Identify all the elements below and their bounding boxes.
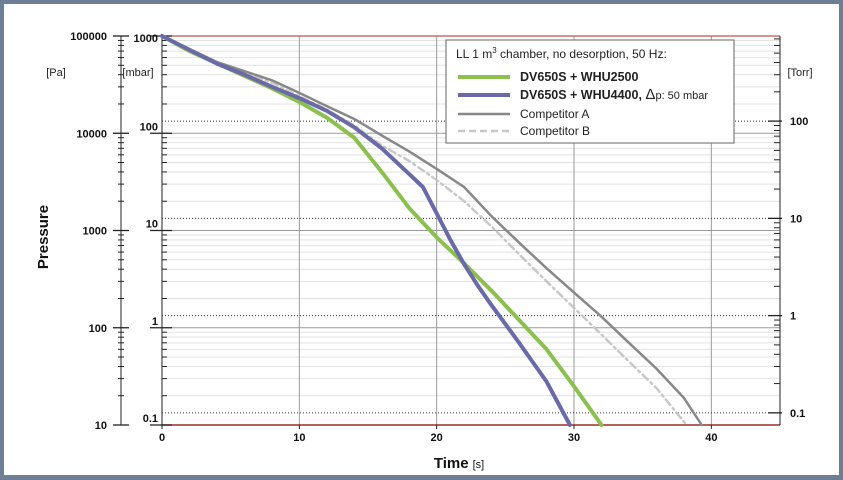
- legend-title-sup: 3: [492, 46, 497, 55]
- y-axis-title: Pressure: [35, 205, 52, 269]
- x-tick-label: 20: [431, 432, 443, 444]
- legend-label-series-2: DV650S + WHU4400, Δp: 50 mbar: [520, 86, 708, 103]
- legend-title-pre: LL 1 m: [456, 47, 492, 61]
- legend-label-series-3: Competitor A: [520, 107, 589, 121]
- pa-tick-label: 10: [95, 420, 107, 432]
- legend: LL 1 m3 chamber, no desorption, 50 Hz: D…: [445, 39, 735, 144]
- pressure-chart: 10001001010.1100000100001000100101001010…: [35, 31, 813, 472]
- pa-tick-label: 100000: [70, 31, 107, 43]
- pa-unit-label: [Pa]: [46, 67, 66, 79]
- pa-tick-label: 1000: [83, 226, 107, 238]
- mbar-unit-label: [mbar]: [122, 67, 153, 79]
- torr-tick-label: 10: [790, 213, 802, 225]
- x-tick-label: 40: [705, 432, 717, 444]
- mbar-tick-label: 10: [146, 219, 158, 231]
- pa-tick-label: 100: [89, 323, 107, 335]
- legend-label-series-2-delta: Δ: [645, 86, 655, 103]
- pa-tick-label: 10000: [76, 128, 107, 140]
- legend-label-series-2-tail: p: 50 mbar: [655, 90, 708, 102]
- legend-box: [445, 39, 735, 144]
- legend-label-series-4: Competitor B: [520, 124, 590, 138]
- torr-tick-label: 1: [790, 311, 796, 323]
- legend-label-series-1: DV650S + WHU2500: [520, 70, 639, 84]
- mbar-tick-label: 1: [152, 316, 158, 328]
- x-tick-label: 10: [293, 432, 305, 444]
- x-axis-unit: [s]: [473, 459, 485, 471]
- x-tick-label: 0: [159, 432, 165, 444]
- series-line-3: [160, 34, 703, 427]
- mbar-tick-label: 1000: [134, 33, 158, 45]
- mbar-tick-label: 0.1: [143, 413, 158, 425]
- chart-frame: 1000 100 10 1 0.1 100000 10000 1000 100 10 100 10 1 0…: [4, 4, 839, 475]
- x-tick-label: 30: [568, 432, 580, 444]
- series-line-2: [160, 34, 572, 427]
- torr-unit-label: [Torr]: [787, 67, 812, 79]
- legend-title-post: chamber, no desorption, 50 Hz:: [497, 47, 667, 61]
- x-axis-title-text: Time: [434, 455, 469, 472]
- torr-tick-label: 0.1: [790, 408, 805, 420]
- mbar-tick-label: 100: [140, 121, 158, 133]
- legend-label-series-2-name: DV650S + WHU4400,: [520, 88, 645, 102]
- x-axis-title: Time [s]: [434, 455, 484, 472]
- legend-title: LL 1 m3 chamber, no desorption, 50 Hz:: [456, 46, 667, 61]
- plot-area: [160, 34, 703, 427]
- torr-tick-label: 100: [790, 116, 808, 128]
- series-line-4: [160, 34, 688, 427]
- axes: 10001001010.1100000100001000100101001010…: [70, 31, 808, 444]
